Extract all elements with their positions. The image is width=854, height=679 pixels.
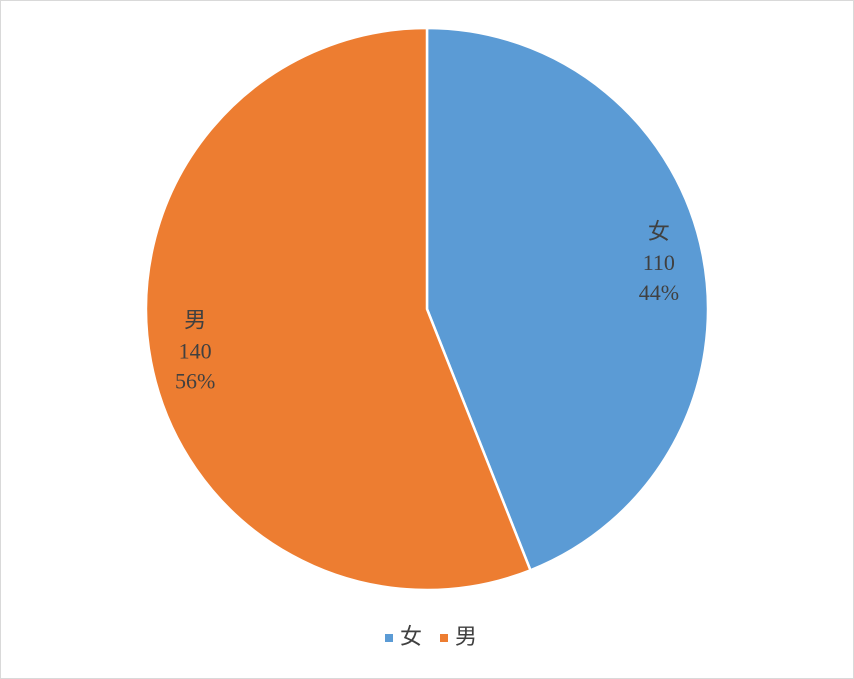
legend-label: 女 xyxy=(400,624,422,649)
label-percent: 56% xyxy=(175,368,215,393)
label-value: 110 xyxy=(643,250,675,275)
legend-label: 男 xyxy=(455,624,477,649)
label-value: 140 xyxy=(179,338,212,363)
pie xyxy=(144,26,710,592)
legend-swatch xyxy=(385,634,393,642)
data-labels: 女 110 44% 男 140 56% xyxy=(175,219,679,393)
label-percent: 44% xyxy=(639,280,679,305)
label-category: 男 xyxy=(184,307,206,332)
legend-swatch xyxy=(440,634,448,642)
legend: 女男 xyxy=(385,624,477,649)
pie-slice xyxy=(144,26,533,592)
pie-slice xyxy=(425,26,710,572)
label-category: 女 xyxy=(648,219,670,244)
